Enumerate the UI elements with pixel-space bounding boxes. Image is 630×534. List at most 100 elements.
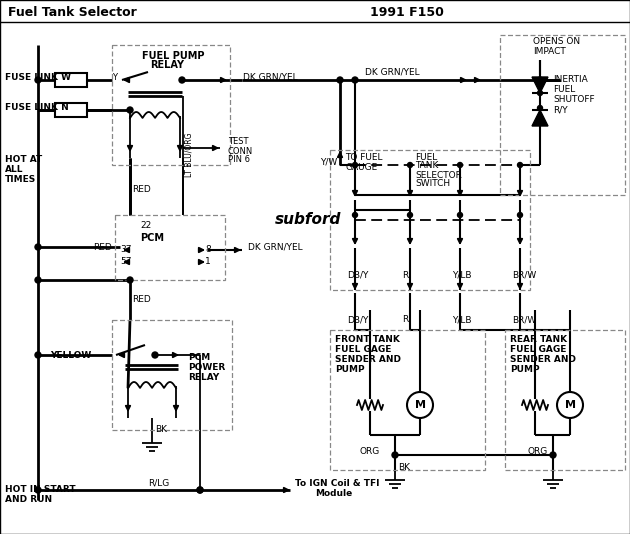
Text: FUEL GAGE: FUEL GAGE [335, 345, 391, 355]
Text: SELECTOR: SELECTOR [415, 170, 462, 179]
Text: R/Y: R/Y [553, 106, 568, 114]
Text: RELAY: RELAY [150, 60, 184, 70]
Circle shape [35, 352, 41, 358]
Text: PIN 6: PIN 6 [228, 155, 250, 164]
Text: TIMES: TIMES [5, 176, 37, 185]
Circle shape [337, 77, 343, 83]
Text: OPENS ON: OPENS ON [533, 37, 580, 46]
Text: BR/W: BR/W [512, 316, 536, 325]
Text: FUEL: FUEL [415, 153, 437, 161]
Text: 57: 57 [120, 257, 132, 266]
Text: 1: 1 [205, 257, 211, 266]
Text: BK: BK [155, 426, 167, 435]
Circle shape [127, 107, 133, 113]
Text: R/LG: R/LG [148, 478, 169, 488]
Text: TO FUEL: TO FUEL [345, 153, 382, 162]
Circle shape [537, 90, 542, 96]
Circle shape [197, 487, 203, 493]
Text: CONN: CONN [228, 146, 253, 155]
Text: PUMP: PUMP [335, 365, 365, 374]
Text: SENDER AND: SENDER AND [335, 356, 401, 365]
Circle shape [537, 106, 542, 111]
Text: TANK: TANK [415, 161, 438, 170]
Circle shape [35, 487, 41, 493]
Text: DK GRN/YEL: DK GRN/YEL [243, 73, 297, 82]
Circle shape [550, 452, 556, 458]
Text: ORG: ORG [527, 447, 547, 457]
Bar [55, 73, 87, 87]
Bar [330, 150, 530, 290]
Circle shape [457, 162, 462, 168]
Circle shape [517, 213, 522, 217]
Text: PCM: PCM [188, 354, 210, 363]
Bar [115, 215, 225, 280]
Text: BK: BK [398, 462, 410, 472]
Text: GAUGE: GAUGE [345, 162, 377, 171]
Text: BR/W: BR/W [512, 271, 536, 279]
Text: DB/Y: DB/Y [347, 316, 369, 325]
Circle shape [408, 162, 413, 168]
Polygon shape [532, 77, 548, 93]
Circle shape [353, 213, 357, 217]
Circle shape [35, 244, 41, 250]
Text: RED: RED [93, 242, 112, 252]
Bar [505, 330, 625, 470]
Text: ALL: ALL [5, 166, 23, 175]
Circle shape [457, 213, 462, 217]
Text: HOT IN START: HOT IN START [5, 485, 76, 494]
Bar [112, 320, 232, 430]
Text: R: R [402, 271, 408, 279]
Text: Y/LB: Y/LB [452, 271, 471, 279]
Text: POWER: POWER [188, 364, 226, 373]
Text: DB/Y: DB/Y [347, 271, 369, 279]
Circle shape [408, 213, 413, 217]
Text: To IGN Coil & TFI: To IGN Coil & TFI [295, 480, 379, 489]
Text: Y/LB: Y/LB [452, 316, 471, 325]
Text: FUSE LINK N: FUSE LINK N [5, 103, 69, 112]
Text: M: M [415, 400, 425, 410]
Circle shape [352, 77, 358, 83]
Circle shape [407, 392, 433, 418]
Circle shape [127, 277, 133, 283]
Text: REAR TANK: REAR TANK [510, 335, 567, 344]
Circle shape [179, 77, 185, 83]
Text: FUSE LINK W: FUSE LINK W [5, 73, 71, 82]
Text: INERTIA: INERTIA [553, 75, 588, 84]
Text: R: R [402, 316, 408, 325]
Circle shape [35, 277, 41, 283]
Polygon shape [532, 110, 548, 126]
Text: SWITCH: SWITCH [415, 179, 450, 189]
Circle shape [537, 77, 543, 83]
Circle shape [557, 392, 583, 418]
Bar [330, 330, 485, 470]
Text: Y/W: Y/W [320, 158, 337, 167]
Text: M: M [564, 400, 575, 410]
Circle shape [35, 77, 41, 83]
Circle shape [392, 452, 398, 458]
Text: FUEL PUMP: FUEL PUMP [142, 51, 205, 61]
Text: PUMP: PUMP [510, 365, 540, 374]
Text: YELLOW: YELLOW [50, 350, 91, 359]
Bar [112, 45, 230, 165]
Circle shape [152, 352, 158, 358]
Text: 8: 8 [205, 246, 211, 255]
Circle shape [197, 487, 203, 493]
Text: DK GRN/YEL: DK GRN/YEL [365, 67, 420, 76]
Text: Module: Module [315, 489, 352, 498]
Text: FRONT TANK: FRONT TANK [335, 335, 400, 344]
Text: 37: 37 [120, 246, 132, 255]
Text: AND RUN: AND RUN [5, 496, 52, 505]
Text: TEST: TEST [228, 137, 248, 146]
Text: LT BLU/ORG: LT BLU/ORG [185, 133, 194, 177]
Text: Fuel Tank Selector: Fuel Tank Selector [8, 6, 137, 20]
Text: ORG: ORG [360, 447, 381, 457]
Circle shape [353, 162, 357, 168]
Text: RED: RED [132, 185, 151, 194]
Text: PCM: PCM [140, 233, 164, 243]
Text: HOT AT: HOT AT [5, 155, 42, 164]
Text: 22: 22 [140, 221, 151, 230]
Text: RELAY: RELAY [188, 373, 219, 382]
Text: 1991 F150: 1991 F150 [370, 6, 444, 20]
Text: RED: RED [132, 295, 151, 304]
Bar [55, 103, 87, 117]
